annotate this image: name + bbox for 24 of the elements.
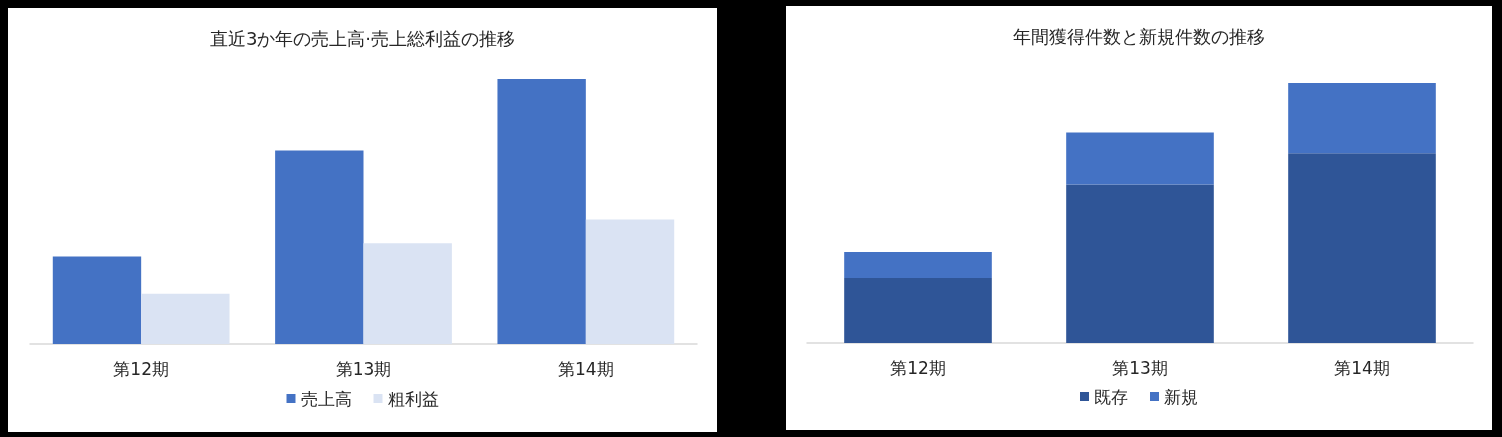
bar	[141, 293, 230, 344]
x-tick-label: 第14期	[558, 358, 614, 379]
x-tick-label: 第13期	[335, 358, 392, 379]
chart-title: 直近3か年の売上高·売上総利益の推移	[209, 27, 516, 49]
bar	[363, 243, 452, 344]
bar	[275, 150, 364, 344]
legend-label: 既存	[1094, 386, 1128, 407]
x-tick-label: 第12期	[113, 358, 169, 379]
bar	[1288, 83, 1436, 154]
bar	[844, 278, 992, 343]
bar	[52, 256, 142, 344]
bar	[585, 219, 675, 344]
bar	[844, 252, 992, 278]
chart-title: 年間獲得件数と新規件数の推移	[1013, 25, 1265, 47]
bar	[1066, 132, 1214, 185]
bar	[1288, 153, 1436, 343]
legend-label: 粗利益	[387, 388, 439, 409]
bar	[1066, 184, 1214, 343]
legend-label: 売上高	[300, 388, 352, 409]
x-tick-label: 第13期	[1112, 357, 1168, 378]
bar	[497, 79, 586, 344]
x-tick-label: 第12期	[890, 357, 946, 378]
legend-label: 新規	[1164, 386, 1198, 407]
x-tick-label: 第14期	[1334, 357, 1390, 378]
